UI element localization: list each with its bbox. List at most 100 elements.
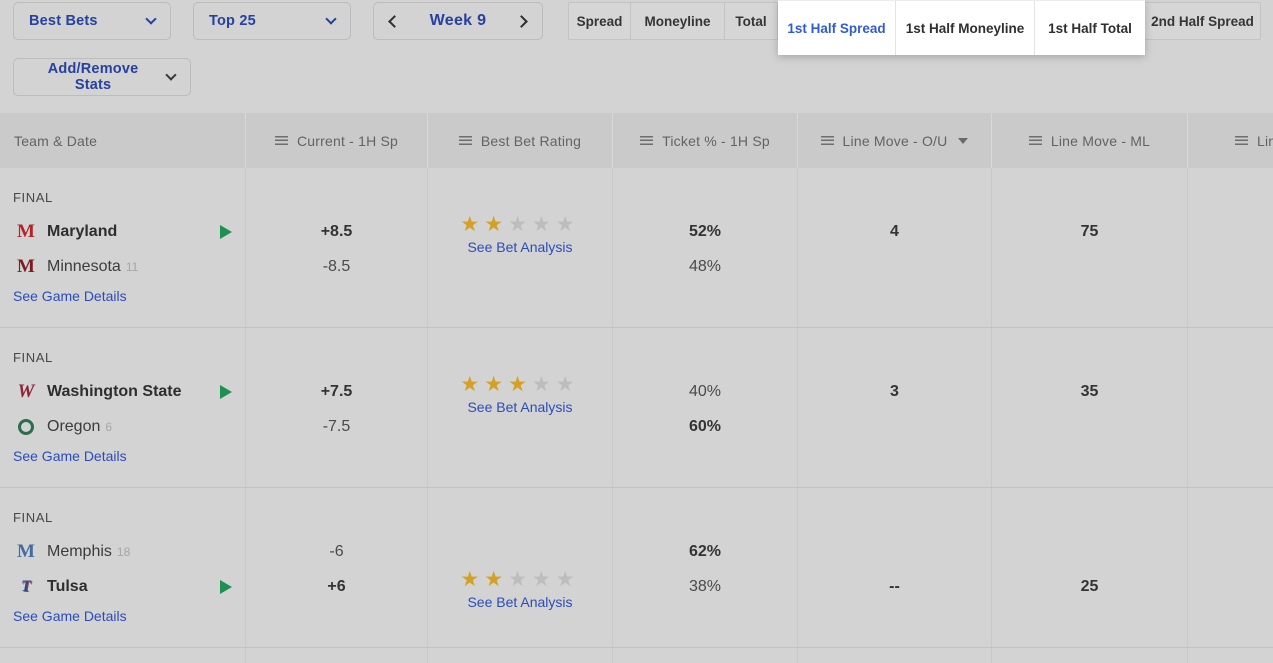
week-navigator: Week 9: [373, 2, 543, 40]
team-name: Washington State: [47, 383, 182, 400]
line-move-ml-value: 35: [1080, 383, 1099, 400]
team-row-tulsa: T Tulsa: [13, 574, 245, 600]
column-label: Current - 1H Sp: [296, 132, 399, 149]
best-bet-rating-cell: ★★★★★ See Bet Analysis: [428, 488, 613, 647]
spread-value: -6: [329, 543, 344, 560]
team-name: Tulsa: [47, 578, 88, 595]
chevron-down-icon: [325, 13, 337, 25]
team-row-washington-state: W Washington State: [13, 379, 245, 405]
tab-moneyline[interactable]: Moneyline: [631, 3, 725, 39]
column-header-team-date[interactable]: Team & Date: [0, 113, 246, 168]
line-move-ou-value: 4: [890, 223, 899, 240]
tab-1st-half-total[interactable]: 1st Half Total: [1035, 1, 1145, 55]
current-spread-cell: [246, 648, 428, 663]
memphis-logo-icon: M: [17, 541, 35, 562]
clipped-cell: [1188, 648, 1273, 663]
top-25-label: Top 25: [209, 13, 256, 29]
star-icon: ★: [555, 373, 580, 396]
line-move-ml-value: 25: [1080, 578, 1099, 595]
line-move-ou-cell: [798, 648, 992, 663]
star-icon: ★: [531, 213, 556, 236]
star-rating: ★★★★★ See Bet Analysis: [428, 212, 612, 255]
column-menu-icon[interactable]: [640, 136, 654, 145]
play-bet-icon[interactable]: [220, 385, 232, 399]
chevron-down-icon: [145, 13, 157, 25]
column-header-line-move-ml[interactable]: Line Move - ML: [992, 113, 1188, 168]
tab-1st-half-spread[interactable]: 1st Half Spread: [778, 1, 896, 55]
team-rank: 11: [125, 260, 139, 274]
ticket-pct-value: 40%: [688, 383, 722, 400]
see-game-details-link[interactable]: See Game Details: [13, 448, 127, 464]
clipped-cell: [1188, 168, 1273, 327]
star-icon: ★: [460, 373, 485, 396]
team-name: Minnesota: [47, 258, 121, 275]
add-remove-stats-dropdown[interactable]: Add/Remove Stats: [13, 58, 191, 96]
game-status: FINAL: [13, 350, 53, 365]
see-bet-analysis-link[interactable]: See Bet Analysis: [467, 594, 573, 610]
star-icon: ★: [508, 213, 532, 236]
team-row-memphis: M Memphis 18: [13, 539, 245, 565]
column-menu-icon[interactable]: [1235, 136, 1248, 145]
see-game-details-link[interactable]: See Game Details: [13, 608, 127, 624]
next-week-button[interactable]: [515, 14, 528, 28]
column-header-clipped[interactable]: Lin: [1188, 113, 1273, 168]
current-spread-cell: -6 +6: [246, 488, 428, 647]
column-menu-icon[interactable]: [274, 136, 288, 145]
star-icon: ★: [484, 568, 509, 591]
top-25-dropdown[interactable]: Top 25: [193, 2, 351, 40]
clipped-cell: [1188, 328, 1273, 487]
game-row-partial: [0, 648, 1273, 663]
best-bets-label: Best Bets: [29, 13, 98, 29]
line-move-ou-cell: --: [798, 488, 992, 647]
play-bet-icon[interactable]: [220, 580, 232, 594]
washington-state-logo-icon: W: [17, 381, 35, 402]
column-menu-icon[interactable]: [820, 136, 834, 145]
line-move-ml-cell: 75: [992, 168, 1188, 327]
spread-value: -7.5: [322, 418, 351, 435]
tab-2nd-half-spread[interactable]: 2nd Half Spread: [1145, 3, 1260, 39]
game-row-maryland-minnesota: FINAL M Maryland M Minnesota 11 See Game…: [0, 168, 1273, 328]
column-header-line-move-ou[interactable]: Line Move - O/U: [798, 113, 992, 168]
ticket-pct-value: 60%: [688, 418, 722, 435]
star-icon: ★: [555, 213, 580, 236]
line-move-ou-cell: 3: [798, 328, 992, 487]
star-rating-icons: ★★★★★: [428, 372, 612, 398]
ticket-pct-cell: 52% 48%: [613, 168, 798, 327]
see-bet-analysis-link[interactable]: See Bet Analysis: [467, 399, 573, 415]
clipped-cell: [1188, 488, 1273, 647]
tab-label: Spread: [576, 13, 623, 29]
column-menu-icon[interactable]: [1028, 136, 1042, 145]
column-header-current-1h-sp[interactable]: Current - 1H Sp: [246, 113, 428, 168]
sort-descending-icon[interactable]: [958, 137, 969, 144]
game-row-memphis-tulsa: FINAL M Memphis 18 T Tulsa See Game Deta…: [0, 488, 1273, 648]
play-bet-icon[interactable]: [220, 225, 232, 239]
tab-1st-half-moneyline[interactable]: 1st Half Moneyline: [896, 1, 1035, 55]
spread-value: +7.5: [320, 383, 353, 400]
star-icon: ★: [508, 568, 532, 591]
tab-label: 1st Half Spread: [787, 20, 886, 36]
star-icon: ★: [531, 568, 556, 591]
column-menu-icon[interactable]: [458, 136, 472, 145]
see-game-details-link[interactable]: See Game Details: [13, 288, 127, 304]
team-name: Memphis: [47, 543, 112, 560]
ticket-pct-value: 62%: [688, 543, 722, 560]
see-bet-analysis-link[interactable]: See Bet Analysis: [467, 239, 573, 255]
column-header-best-bet-rating[interactable]: Best Bet Rating: [428, 113, 613, 168]
table-header-row: Team & Date Current - 1H Sp Best Bet Rat…: [0, 113, 1273, 168]
column-header-ticket-pct[interactable]: Ticket % - 1H Sp: [613, 113, 798, 168]
current-spread-cell: +8.5 -8.5: [246, 168, 428, 327]
tab-total[interactable]: Total: [725, 3, 778, 39]
team-name: Maryland: [47, 223, 118, 240]
best-bets-dropdown[interactable]: Best Bets: [13, 2, 171, 40]
week-label: Week 9: [429, 12, 487, 29]
spread-value: +6: [327, 578, 346, 595]
team-date-cell: FINAL M Maryland M Minnesota 11 See Game…: [0, 168, 246, 327]
tab-spread[interactable]: Spread: [569, 3, 631, 39]
star-icon: ★: [555, 568, 580, 591]
first-half-tabs-highlight-panel: 1st Half Spread 1st Half Moneyline 1st H…: [778, 0, 1145, 55]
team-rank: 18: [116, 545, 131, 559]
tab-label: Moneyline: [644, 13, 711, 29]
previous-week-button[interactable]: [388, 14, 401, 28]
best-bet-rating-cell: ★★★★★ See Bet Analysis: [428, 168, 613, 327]
